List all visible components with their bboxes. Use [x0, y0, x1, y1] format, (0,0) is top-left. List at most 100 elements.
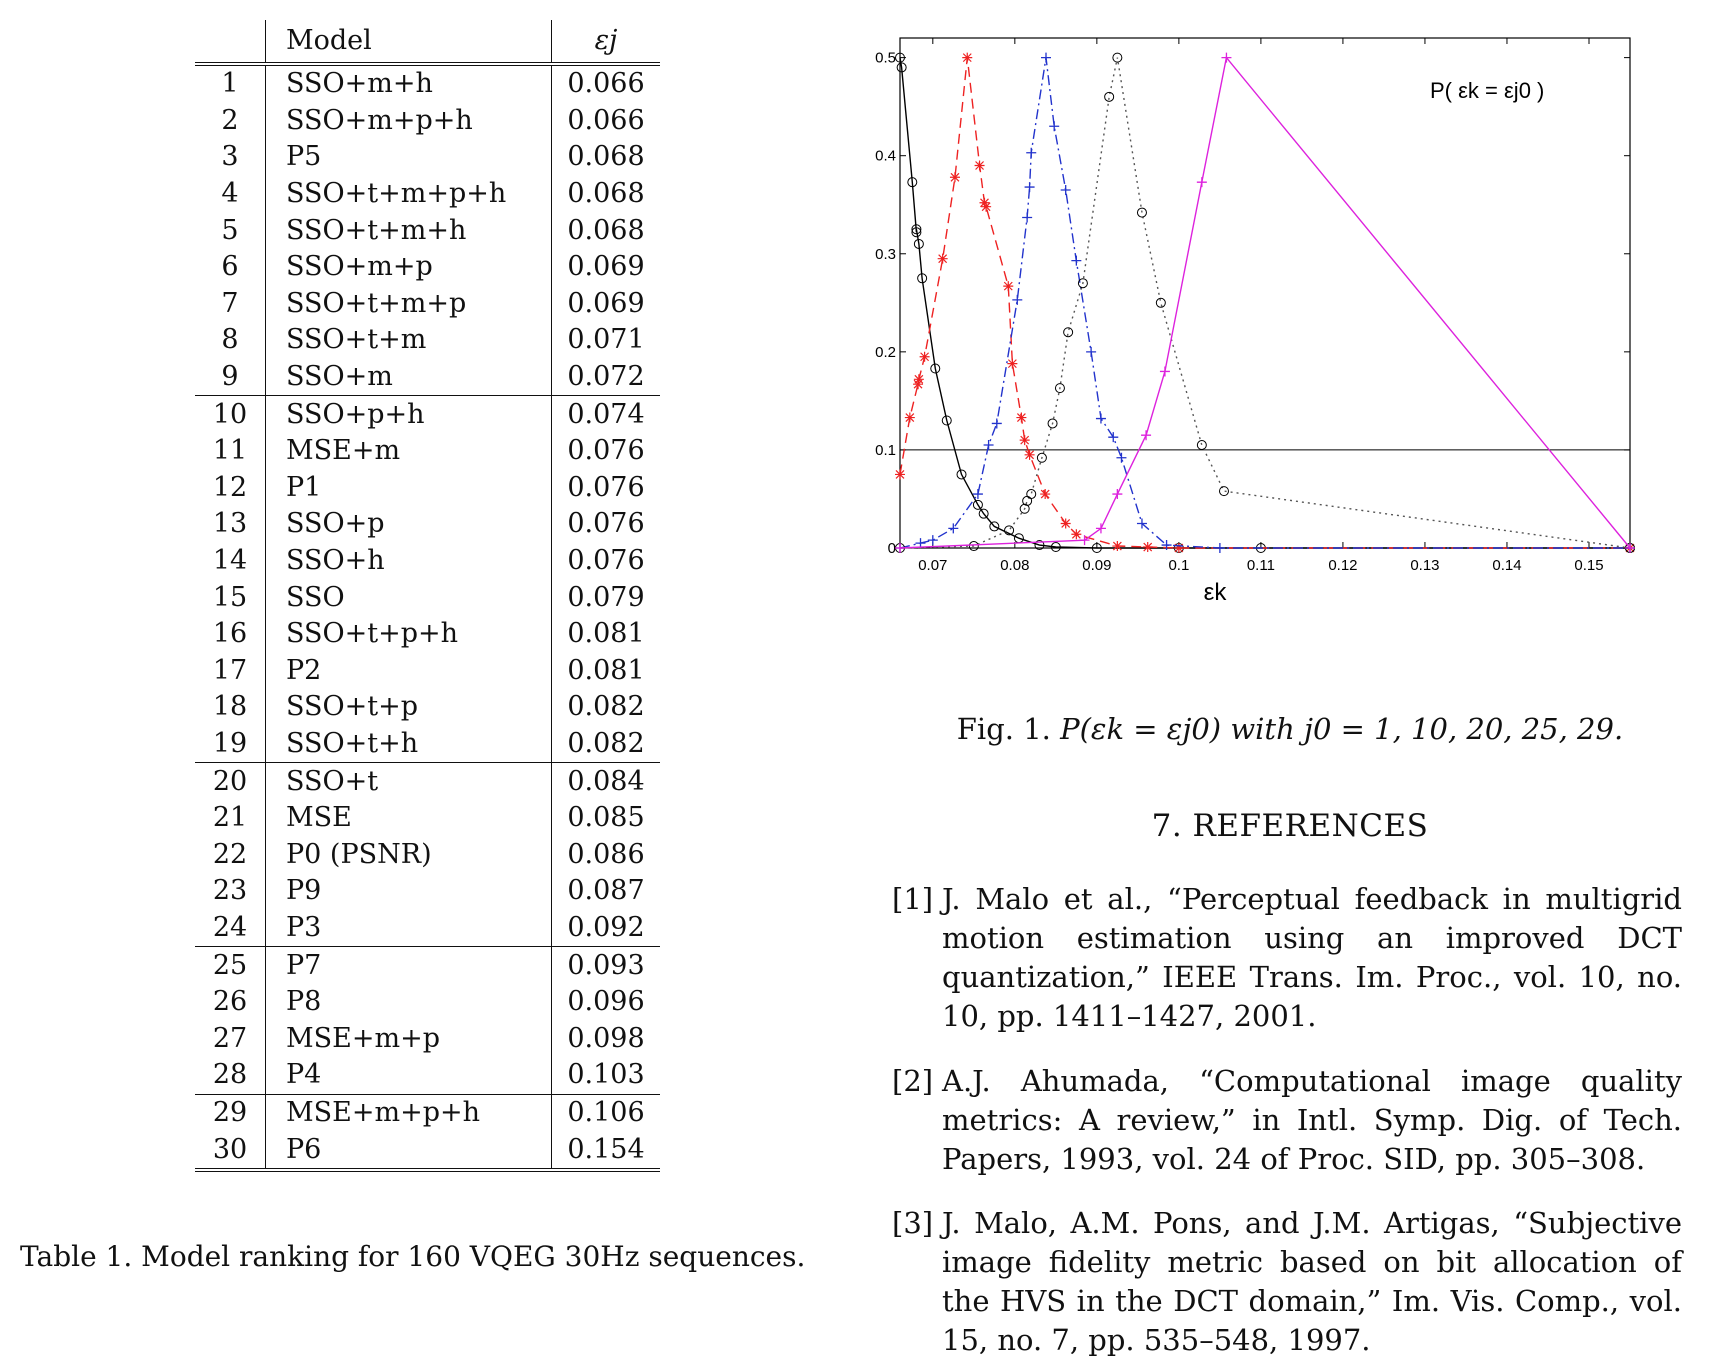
data-point: [1104, 91, 1115, 102]
row-model: P5: [265, 139, 552, 176]
row-index: 17: [195, 652, 266, 690]
reference-number: [2]: [892, 1064, 934, 1098]
chart-annotation: P( εk = εj0 ): [1430, 78, 1544, 103]
table-row: 21 MSE 0.085: [195, 799, 660, 837]
row-index: 9: [195, 358, 266, 396]
row-index: 22: [195, 836, 266, 874]
table-row: 17 P2 0.081: [195, 652, 660, 690]
row-index: 12: [195, 469, 266, 507]
data-point: [1012, 294, 1023, 305]
data-point: [981, 201, 992, 212]
data-point: [983, 440, 994, 451]
table-body: 1 SSO+m+h 0.066 2 SSO+m+p+h 0.066 3 P5 0.068 4 SSO…: [195, 64, 660, 1172]
table-row: 9 SSO+m 0.072: [195, 358, 660, 396]
row-epsilon: 0.098: [567, 1022, 645, 1054]
row-model: SSO+m: [265, 358, 552, 396]
row-index: 14: [195, 542, 266, 580]
data-point: [919, 351, 930, 362]
row-epsilon: 0.069: [567, 251, 645, 283]
table-row: 1 SSO+m+h 0.066: [195, 64, 660, 103]
row-model: P7: [265, 946, 552, 984]
row-index: 4: [195, 175, 266, 213]
data-point: [1024, 182, 1035, 193]
y-tick-label: 0.4: [875, 148, 896, 165]
row-epsilon: 0.081: [567, 654, 645, 686]
reference-number: [3]: [892, 1206, 934, 1240]
data-point: [1196, 440, 1207, 451]
row-index: 2: [195, 102, 266, 140]
data-point: [1155, 297, 1166, 308]
data-point: [911, 224, 922, 235]
row-index: 20: [195, 762, 266, 800]
series-line-2: [899, 57, 1630, 549]
figure-caption-math: P(εk = εj0) with j0 = 1, 10, 20, 25, 29.: [1060, 712, 1624, 746]
row-model: SSO: [265, 579, 552, 616]
row-epsilon: 0.087: [567, 875, 645, 907]
data-point: [1116, 452, 1127, 463]
row-index: 11: [195, 432, 266, 470]
data-point: [1024, 449, 1035, 460]
row-epsilon: 0.074: [551, 395, 660, 433]
x-tick-label: 0.14: [1492, 557, 1521, 574]
data-point: [937, 253, 948, 264]
data-point: [1218, 486, 1229, 497]
data-point: [1040, 489, 1051, 500]
row-model: P2: [265, 652, 552, 690]
row-epsilon: 0.086: [567, 838, 645, 870]
row-model: MSE: [265, 799, 552, 837]
data-point: [1022, 212, 1033, 223]
header-model: Model: [265, 20, 552, 66]
table-header-row: Model εj: [195, 20, 660, 66]
figure-caption: Fig. 1. P(εk = εj0) with j0 = 1, 10, 20,…: [860, 712, 1720, 746]
data-point: [1142, 542, 1153, 553]
row-epsilon: 0.076: [567, 545, 645, 577]
data-point: [1095, 523, 1106, 534]
data-point: [1022, 495, 1033, 506]
data-point: [1026, 489, 1037, 500]
data-point: [1173, 543, 1184, 553]
data-point: [1060, 518, 1071, 529]
y-tick-label: 0.5: [875, 50, 896, 67]
row-model: SSO+t+m: [265, 322, 552, 359]
data-point: [1071, 529, 1082, 540]
table-row: 22 P0 (PSNR) 0.086: [195, 836, 660, 874]
data-point: [911, 227, 922, 238]
row-model: P9: [265, 873, 552, 910]
table-row: 29 MSE+m+p+h 0.106: [195, 1093, 660, 1132]
data-point: [895, 52, 905, 63]
data-point: [1003, 281, 1014, 292]
row-model: MSE+m+p: [265, 1020, 552, 1058]
row-epsilon: 0.092: [567, 911, 645, 943]
data-point: [972, 489, 983, 500]
row-index: 13: [195, 506, 266, 543]
row-epsilon: 0.106: [551, 1093, 660, 1132]
data-point: [1077, 278, 1088, 289]
row-index: 5: [195, 212, 266, 249]
row-index: 29: [195, 1093, 266, 1132]
row-index: 6: [195, 248, 266, 286]
row-epsilon: 0.076: [567, 471, 645, 503]
row-model: SSO+t+m+p+h: [265, 175, 552, 213]
row-model: P8: [265, 983, 552, 1021]
row-model: P6: [265, 1131, 552, 1172]
row-model: SSO+m+h: [265, 64, 552, 103]
row-model: SSO+p: [265, 506, 552, 543]
table-row: 10 SSO+p+h 0.074: [195, 395, 660, 433]
reference-3: [3] J. Malo, A.M. Pons, and J.M. Artigas…: [892, 1204, 1682, 1360]
x-tick-label: 0.15: [1574, 557, 1603, 574]
data-point: [1159, 366, 1170, 377]
model-ranking-table: Model εj 1 SSO+m+h 0.066 2 SSO+m+p+h 0.066 3 P5…: [195, 20, 660, 1172]
row-model: P3: [265, 909, 552, 947]
data-point: [895, 543, 905, 553]
table-row: 5 SSO+t+m+h 0.068: [195, 212, 660, 249]
data-point: [930, 363, 941, 374]
x-tick-label: 0.1: [1168, 557, 1189, 574]
data-point: [1625, 543, 1635, 553]
table-row: 27 MSE+m+p 0.098: [195, 1020, 660, 1058]
data-point: [895, 469, 905, 480]
row-epsilon: 0.066: [567, 104, 645, 136]
table-row: 28 P4 0.103: [195, 1057, 660, 1095]
row-model: SSO+t+p+h: [265, 615, 552, 653]
data-point: [1063, 327, 1074, 338]
table-row: 26 P8 0.096: [195, 983, 660, 1021]
